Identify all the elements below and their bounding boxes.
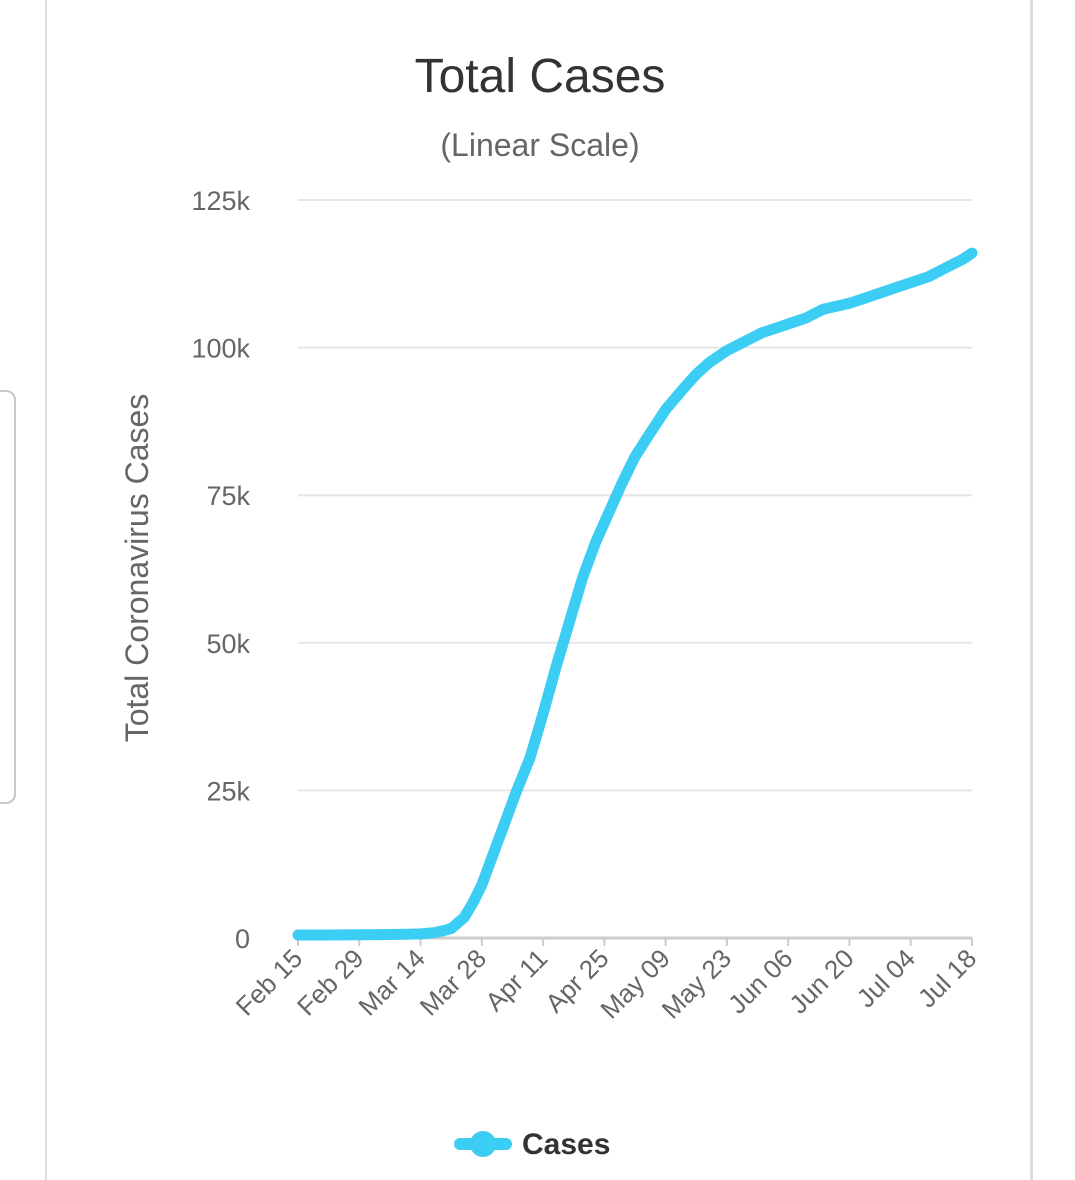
y-axis-ticks: 0 25k 50k 75k 100k 125k [191,186,250,954]
y-tick-label: 0 [235,924,250,954]
y-tick-label: 50k [206,629,250,659]
x-tick-label: Jun 20 [783,943,859,1019]
y-tick-label: 125k [191,186,250,216]
side-panel-handle[interactable] [0,390,16,804]
x-tick-label: Jul 04 [851,943,921,1013]
x-tick-label: Mar 28 [414,943,492,1021]
x-tick-label: Apr 11 [479,943,553,1017]
y-tick-label: 100k [191,334,250,364]
chart-title: Total Cases [415,50,666,103]
x-tick-label: Jul 18 [912,943,982,1013]
x-tick-label: Mar 14 [352,943,430,1021]
gridlines [298,199,972,940]
y-axis-label: Total Coronavirus Cases [119,394,155,743]
legend-cases-label[interactable]: Cases [522,1128,610,1161]
series-line-cases[interactable] [292,247,978,941]
panel-border-right [1030,0,1033,1180]
y-tick-label: 25k [206,776,250,806]
x-tick-label: Feb 29 [291,943,369,1021]
chart-subtitle: (Linear Scale) [440,127,639,163]
legend[interactable]: Cases [454,1128,610,1161]
legend-cases-marker [470,1131,496,1157]
series-cases [292,247,978,941]
y-tick-label: 75k [206,481,250,511]
panel-border-left [45,0,47,1180]
x-tick-label: Jun 06 [722,943,798,1019]
x-tick-label: May 23 [656,943,738,1025]
x-tick-label: Feb 15 [230,943,308,1021]
